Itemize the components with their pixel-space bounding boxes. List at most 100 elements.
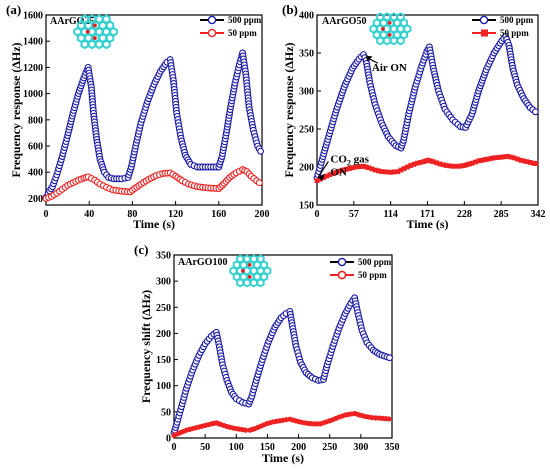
x-tick-label: 285 bbox=[494, 209, 509, 220]
data-point bbox=[469, 160, 475, 166]
data-point bbox=[518, 157, 523, 163]
data-point bbox=[491, 155, 497, 161]
plot-frame bbox=[173, 254, 393, 439]
data-point bbox=[494, 155, 500, 161]
x-tick-label: 160 bbox=[211, 209, 226, 220]
legend-label: 50 ppm bbox=[500, 28, 529, 38]
y-tick-label: 350 bbox=[156, 251, 171, 262]
y-axis-title: Frequency response (ΔHz) bbox=[9, 42, 23, 177]
panel-letter: (a) bbox=[6, 2, 21, 17]
legend-marker bbox=[479, 15, 489, 25]
x-tick-label: 57 bbox=[349, 209, 359, 220]
graphene-illustration-dopant-atom bbox=[92, 36, 97, 41]
data-point bbox=[386, 416, 392, 422]
graphene-illustration-hexagon bbox=[102, 39, 111, 50]
data-point bbox=[447, 163, 452, 169]
x-tick-label: 40 bbox=[84, 209, 94, 220]
co2-on-label: CO2 gas ON bbox=[330, 153, 369, 178]
x-tick-label: 200 bbox=[255, 209, 270, 220]
legend-marker bbox=[337, 270, 347, 280]
data-point bbox=[456, 163, 462, 169]
sample-name: AArGO50 bbox=[322, 16, 366, 27]
y-tick-label: 800 bbox=[28, 115, 43, 126]
data-point bbox=[350, 165, 355, 171]
y-tick-label: 150 bbox=[299, 201, 314, 212]
graphene-illustration-dopant-atom bbox=[247, 274, 252, 279]
data-point bbox=[411, 161, 417, 167]
data-point bbox=[425, 157, 431, 163]
data-point bbox=[385, 169, 391, 175]
x-tick-label: 350 bbox=[385, 442, 400, 453]
data-point bbox=[417, 160, 423, 165]
y-tick-label: 50 bbox=[161, 407, 171, 418]
legend-label: 500 ppm bbox=[358, 257, 392, 267]
sample-name: AArGO25 bbox=[50, 16, 94, 27]
graphene-illustration-hexagon bbox=[94, 39, 104, 50]
data-point bbox=[401, 166, 407, 171]
y-tick-label: 1600 bbox=[23, 11, 43, 22]
data-point bbox=[361, 163, 366, 169]
y-tick-label: 200 bbox=[28, 194, 43, 205]
legend-marker bbox=[481, 29, 488, 37]
x-tick-label: 200 bbox=[291, 442, 306, 453]
data-point bbox=[472, 159, 478, 165]
data-point bbox=[430, 159, 436, 165]
graphene-illustration-dopant-atom bbox=[387, 21, 392, 25]
data-point bbox=[434, 160, 439, 166]
sample-name: AArGO100 bbox=[178, 257, 227, 268]
y-tick-label: 250 bbox=[299, 125, 314, 136]
data-point bbox=[502, 154, 508, 160]
data-point bbox=[521, 158, 527, 164]
plot-frame bbox=[45, 14, 263, 206]
data-point bbox=[366, 165, 372, 171]
data-point bbox=[489, 155, 494, 161]
data-point bbox=[450, 163, 456, 169]
data-point bbox=[453, 163, 459, 169]
data-point bbox=[330, 171, 336, 176]
y-tick-label: 300 bbox=[299, 87, 314, 98]
y-tick-label: 150 bbox=[156, 355, 171, 366]
y-axis-title: Frequency response (ΔHz) bbox=[282, 42, 296, 177]
data-point bbox=[340, 167, 346, 173]
y-tick-label: 600 bbox=[28, 142, 43, 153]
x-tick-label: 250 bbox=[322, 442, 337, 453]
x-tick-label: 300 bbox=[353, 442, 368, 453]
data-point bbox=[476, 158, 481, 164]
graphene-illustration-hexagon bbox=[236, 278, 245, 288]
panel-letter: (c) bbox=[134, 242, 148, 257]
data-point bbox=[358, 164, 364, 169]
graphene-illustration-hexagon bbox=[256, 278, 265, 288]
y-tick-label: 200 bbox=[156, 329, 171, 340]
x-tick-label: 150 bbox=[260, 442, 275, 453]
y-tick-label: 300 bbox=[156, 277, 171, 288]
data-point bbox=[388, 169, 394, 175]
data-point bbox=[343, 166, 349, 172]
data-point bbox=[346, 166, 352, 171]
y-tick-label: 1000 bbox=[23, 89, 43, 100]
data-point bbox=[481, 157, 487, 163]
x-axis-title: Time (s) bbox=[406, 217, 448, 231]
legend-marker bbox=[207, 28, 217, 38]
data-point bbox=[459, 163, 465, 169]
data-point bbox=[414, 160, 420, 166]
data-point bbox=[327, 172, 333, 177]
data-point bbox=[314, 178, 320, 184]
graphene-illustration-dopant-atom bbox=[241, 269, 245, 273]
data-point bbox=[408, 163, 414, 168]
x-tick-label: 228 bbox=[457, 209, 472, 220]
x-tick-label: 120 bbox=[168, 209, 183, 220]
data-point bbox=[375, 168, 381, 174]
x-tick-label: 100 bbox=[229, 442, 244, 453]
data-point bbox=[369, 415, 375, 421]
data-point bbox=[508, 154, 514, 160]
legend-label: 50 ppm bbox=[358, 270, 387, 280]
co2-on-arrow bbox=[317, 161, 329, 178]
legend-label: 50 ppm bbox=[228, 28, 257, 38]
data-point bbox=[524, 159, 530, 165]
y-tick-label: 1200 bbox=[23, 63, 43, 74]
x-tick-label: 0 bbox=[172, 442, 177, 453]
data-point bbox=[511, 155, 517, 161]
data-point bbox=[527, 160, 533, 165]
data-point bbox=[337, 168, 343, 174]
